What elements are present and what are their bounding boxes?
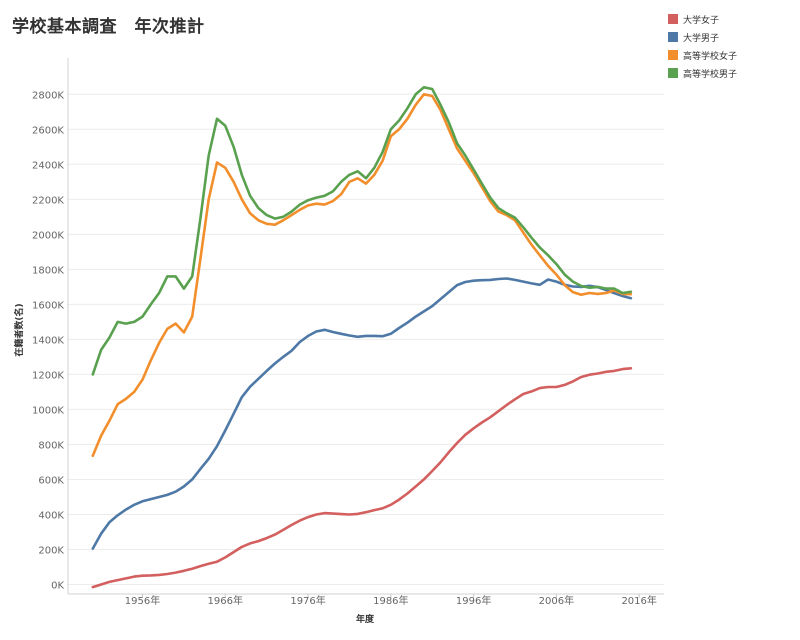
y-tick-label: 1800K xyxy=(32,265,64,276)
legend-item-female-highschool[interactable]: 高等学校女子 xyxy=(668,46,737,64)
series-line-male-highschool[interactable] xyxy=(91,86,633,376)
x-axis-title: 年度 xyxy=(356,613,375,625)
y-tick-label: 1000K xyxy=(32,405,64,416)
y-tick-label: 2200K xyxy=(32,195,64,206)
series-line-male-university[interactable] xyxy=(91,277,633,550)
legend-label: 高等学校女子 xyxy=(683,51,738,62)
y-tick-label: 1400K xyxy=(32,335,64,346)
legend-swatch xyxy=(668,14,678,24)
series-lines xyxy=(91,86,633,589)
legend-label: 高等学校男子 xyxy=(683,69,738,80)
legend-swatch xyxy=(668,32,678,42)
y-tick-label: 2400K xyxy=(32,160,64,171)
series-line-female-highschool[interactable] xyxy=(91,93,633,458)
legend: 大学女子 大学男子 高等学校女子 高等学校男子 xyxy=(668,10,737,82)
legend-label: 大学男子 xyxy=(683,33,720,44)
x-tick-label: 1976年 xyxy=(290,594,325,607)
y-tick-label: 0K xyxy=(51,580,64,591)
y-tick-label: 1600K xyxy=(32,300,64,311)
y-tick-label: 1200K xyxy=(32,370,64,381)
y-tick-label: 200K xyxy=(38,545,64,556)
legend-item-male-university[interactable]: 大学男子 xyxy=(668,28,737,46)
legend-label: 大学女子 xyxy=(683,15,720,26)
y-tick-label: 600K xyxy=(38,475,64,486)
x-tick-label: 2006年 xyxy=(539,594,574,607)
y-tick-label: 400K xyxy=(38,510,64,521)
legend-swatch xyxy=(668,50,678,60)
y-tick-label: 2800K xyxy=(32,90,64,101)
axes: 0K 200K 400K 600K 800K 1000K 1200K 1400K 1600K 18… xyxy=(32,58,664,607)
x-tick-label: 2016年 xyxy=(621,594,656,607)
x-tick-label: 1956年 xyxy=(125,594,160,607)
series-line-female-university[interactable] xyxy=(91,367,633,589)
legend-item-male-highschool[interactable]: 高等学校男子 xyxy=(668,64,737,82)
gridlines xyxy=(68,93,664,585)
y-tick-label: 800K xyxy=(38,440,64,451)
y-axis-title: 在籍者数(名) xyxy=(13,303,25,356)
y-tick-label: 2000K xyxy=(32,230,64,241)
chart-title: 学校基本調査 年次推計 xyxy=(12,17,205,37)
legend-swatch xyxy=(668,68,678,78)
y-tick-label: 2600K xyxy=(32,125,64,136)
legend-item-female-university[interactable]: 大学女子 xyxy=(668,10,737,28)
x-tick-label: 1966年 xyxy=(208,594,243,607)
x-tick-label: 1986年 xyxy=(373,594,408,607)
x-tick-label: 1996年 xyxy=(456,594,491,607)
